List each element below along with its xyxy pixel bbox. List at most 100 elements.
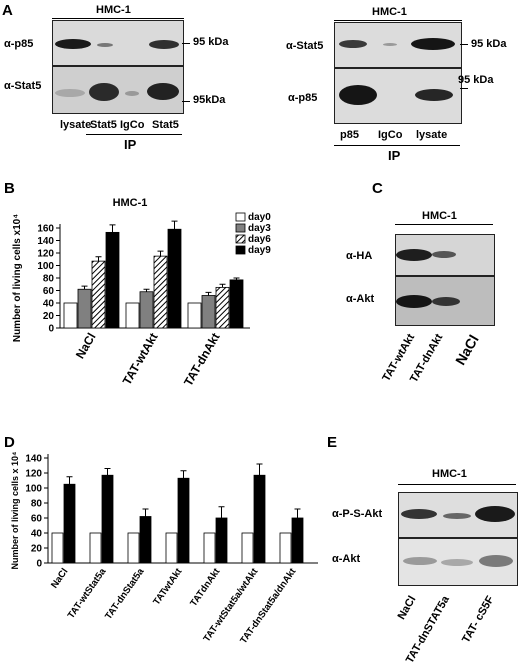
y-tick-label: 60: [43, 286, 55, 297]
header-line: [334, 20, 462, 21]
row-label-akt: α-Akt: [346, 293, 375, 305]
bar: [125, 302, 140, 329]
size-marker-95: 95 kDa: [193, 36, 229, 48]
blot-ha: [395, 234, 495, 276]
panel-label-e: E: [327, 434, 338, 451]
bar: [241, 532, 254, 564]
y-tick-label: 40: [43, 299, 55, 310]
row-label-akt: α-Akt: [332, 553, 361, 565]
row-label-ha: α-HA: [346, 250, 373, 262]
bar: [165, 532, 178, 564]
lane-label-nacl: NaCl: [452, 332, 482, 368]
y-tick-label: 20: [31, 544, 43, 555]
bar: [51, 532, 64, 564]
bar: [203, 532, 216, 564]
y-tick-label: 80: [31, 499, 43, 510]
x-tick-label: TAT-wtAkt: [120, 330, 161, 387]
lane-label-stat5: Stat5: [90, 119, 117, 131]
bar: [91, 260, 106, 329]
blot-akt: [395, 276, 495, 326]
chart-d: 0 20 40 60 80 100 120 140 Number of living cells…: [10, 452, 318, 646]
y-tick-label: 100: [25, 484, 42, 495]
ip-label: IP: [388, 148, 401, 163]
blot-p85: [334, 68, 462, 124]
bar: [153, 255, 168, 329]
legend-swatch: [235, 245, 246, 255]
bar: [291, 517, 304, 564]
x-tick-label: NaCl: [49, 566, 70, 590]
blot-akt: [398, 538, 518, 586]
bar: [177, 477, 190, 564]
y-tick-label: 100: [37, 261, 54, 272]
legend-label: day6: [248, 234, 271, 245]
y-tick-label: 40: [31, 529, 43, 540]
x-tick-label: TAT-dnAkt: [181, 330, 223, 388]
bar: [63, 302, 78, 329]
x-tick-label: NaCl: [73, 331, 99, 362]
x-tick-label: TATdnAkt: [188, 566, 223, 609]
x-tick-label: TAT-wtStat5a: [66, 566, 109, 621]
size-marker-line: [182, 101, 190, 102]
lane-label-tat-cs5f: TAT- cS5F: [459, 594, 497, 646]
cell-line-label: HMC-1: [422, 210, 457, 222]
lane-label-lysate: lysate: [416, 129, 448, 141]
y-axis-label: Number of living cells x 10⁴: [10, 452, 20, 570]
y-tick-label: 60: [31, 514, 43, 525]
bar: [167, 228, 182, 329]
row-label-stat5: α-Stat5: [286, 40, 324, 52]
y-tick-label: 120: [37, 249, 54, 260]
bar: [229, 279, 244, 329]
panel-label-b: B: [4, 180, 15, 197]
row-label-p85: α-p85: [288, 92, 318, 104]
lane-label-igco: IgCo: [378, 129, 403, 141]
y-tick-label: 140: [37, 236, 54, 247]
panel-label-a: A: [2, 2, 13, 19]
x-tick-label: TATwtAkt: [151, 566, 185, 608]
bar: [63, 483, 76, 564]
lane-label-lysate: lysate: [60, 119, 92, 131]
ip-bracket: [86, 134, 182, 135]
y-tick-label: 20: [43, 311, 55, 322]
y-axis-label: Number of living cells x10⁴: [12, 214, 23, 342]
bar: [77, 288, 92, 329]
legend-label: day9: [248, 245, 271, 256]
lane-label-p85: p85: [340, 129, 359, 141]
bar: [139, 516, 152, 564]
ip-bracket: [334, 145, 460, 146]
bar: [105, 231, 120, 329]
bar: [139, 291, 154, 329]
y-tick-label: 140: [25, 454, 42, 465]
cell-line-label: HMC-1: [432, 468, 467, 480]
size-marker-95: 95 kDa: [458, 74, 494, 86]
ip-label: IP: [124, 137, 137, 152]
y-tick-label: 120: [25, 469, 42, 480]
bar: [101, 474, 114, 564]
header-line: [398, 484, 516, 485]
blot-p-s-akt: [398, 492, 518, 538]
bar: [187, 302, 202, 329]
lane-label-stat5: Stat5: [152, 119, 179, 131]
header-line: [52, 18, 184, 19]
row-label-stat5: α-Stat5: [4, 80, 42, 92]
size-marker-line: [460, 88, 468, 89]
bar: [215, 286, 230, 329]
size-marker-95: 95 kDa: [471, 38, 507, 50]
bar: [215, 517, 228, 564]
bar: [279, 532, 292, 564]
blot-p85: [52, 20, 184, 66]
blot-stat5: [334, 22, 462, 68]
y-tick-label: 0: [36, 559, 42, 570]
bar: [127, 532, 140, 564]
panel-label-d: D: [4, 434, 15, 451]
size-marker-95: 95kDa: [193, 94, 226, 106]
legend-swatch: [235, 234, 246, 244]
row-label-p-s-akt: α-P-S-Akt: [332, 508, 383, 520]
cell-line-label: HMC-1: [96, 4, 131, 16]
lane-label-igco: IgCo: [120, 119, 145, 131]
header-line: [395, 224, 493, 225]
y-tick-label: 0: [48, 324, 54, 335]
chart-title: HMC-1: [113, 197, 148, 209]
legend-label: day3: [248, 223, 271, 234]
x-tick-label: TAT-dnStat5a: [103, 566, 147, 622]
